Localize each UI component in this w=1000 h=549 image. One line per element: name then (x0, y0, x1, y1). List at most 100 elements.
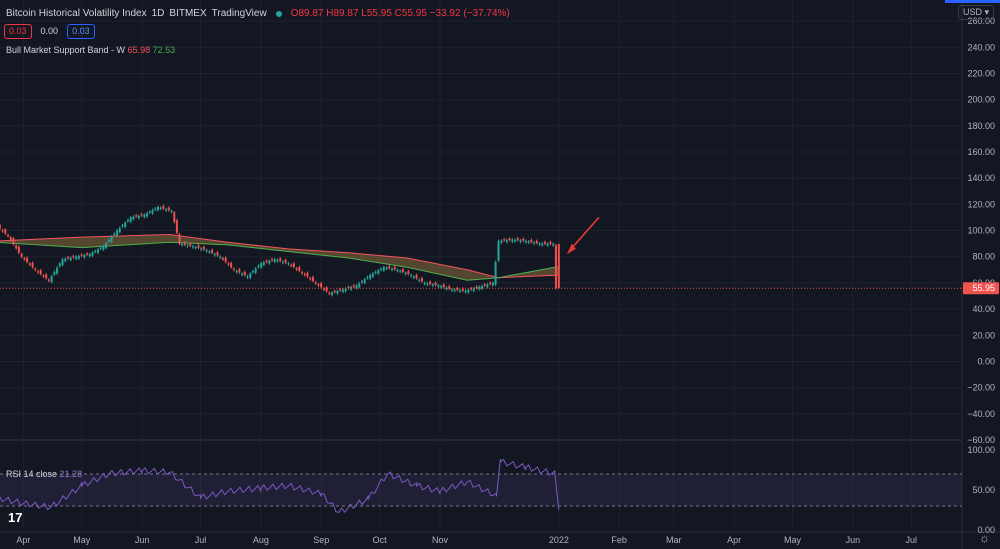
candle-body (336, 291, 339, 294)
x-tick-label: Aug (253, 535, 269, 545)
candle-body (423, 282, 426, 284)
candle-body (461, 288, 464, 291)
rsi-legend[interactable]: RSI 14 close 21.28 (6, 469, 82, 479)
value-box-buy[interactable]: 0.03 (67, 24, 95, 39)
candle-body (390, 268, 393, 270)
candle-body (467, 289, 470, 293)
candle-body (235, 271, 238, 273)
indicator-value-2: 72.53 (152, 45, 176, 55)
candle-body (1, 230, 4, 232)
bmsb-lower-line (0, 241, 559, 281)
price-axis-strip (962, 0, 1000, 549)
candle-body (508, 238, 511, 240)
candle-body (271, 259, 274, 261)
candle-body (418, 279, 421, 281)
candle-body (459, 290, 462, 292)
candle-body (47, 279, 50, 281)
candle-body (480, 286, 483, 289)
rsi-value: 21.28 (59, 469, 83, 479)
candle-body (464, 290, 467, 293)
x-tick-label: Oct (373, 535, 388, 545)
candle-body (352, 285, 355, 287)
candle-body (505, 240, 508, 243)
candle-body (265, 260, 268, 262)
candle-body (102, 246, 105, 250)
candle-body (170, 210, 173, 212)
tradingview-logo-icon[interactable]: 17 (8, 510, 23, 525)
y-tick-label: 20.00 (972, 330, 995, 340)
x-tick-label: May (73, 535, 91, 545)
interval-label[interactable]: 1D (151, 8, 165, 19)
candle-body (431, 284, 434, 286)
candle-body (290, 264, 293, 266)
candles-group (0, 204, 557, 297)
currency-button[interactable]: USD ▾ (957, 5, 994, 20)
candle-body (230, 263, 233, 268)
top-accent-bar (945, 0, 1000, 3)
candle-body (197, 245, 200, 248)
candle-body (221, 258, 224, 260)
candle-body (445, 287, 448, 289)
settings-gear-icon[interactable]: ☼ (979, 531, 990, 545)
candle-body (262, 262, 265, 265)
bmsb-band-fill (0, 234, 559, 281)
candle-body (314, 282, 317, 284)
x-tick-label: Jun (135, 535, 150, 545)
candle-body (249, 273, 252, 278)
candle-body (309, 278, 312, 280)
candle-body (137, 215, 140, 218)
candle-body (17, 246, 20, 253)
candle-body (281, 261, 284, 263)
candle-body (339, 289, 342, 291)
candle-body (219, 256, 222, 258)
candle-body (96, 249, 99, 253)
y-tick-label: 160.00 (967, 147, 995, 157)
candle-body (116, 230, 119, 236)
y-tick-label: −20.00 (967, 383, 995, 393)
symbol-title[interactable]: Bitcoin Historical Volatility Index (6, 8, 147, 19)
candle-body (541, 243, 544, 246)
candle-body (99, 247, 102, 249)
candle-body (64, 258, 67, 261)
candle-body (448, 286, 451, 289)
candle-body (333, 291, 336, 293)
candle-body (322, 288, 325, 290)
candle-body (483, 284, 486, 286)
candle-body (58, 263, 61, 267)
x-tick-label: Apr (727, 535, 741, 545)
candle-body (478, 286, 481, 290)
candle-body (132, 216, 135, 220)
annotation-arrow-head (566, 243, 576, 255)
candle-body (486, 284, 489, 287)
indicator-legend[interactable]: Bull Market Support Band - W 65.98 72.53 (6, 45, 175, 55)
candle-body (39, 270, 42, 275)
candle-body (385, 267, 388, 269)
candle-body (388, 266, 391, 269)
candle-body (404, 272, 407, 274)
candle-body (382, 267, 385, 271)
candle-body (306, 272, 309, 277)
candle-body (363, 279, 366, 283)
candle-body (287, 263, 290, 265)
candle-body (450, 289, 453, 291)
y-tick-label: 100.00 (967, 226, 995, 236)
candle-body (489, 282, 492, 284)
y-tick-label: −60.00 (967, 435, 995, 445)
candle-body (66, 257, 69, 259)
candle-body (554, 245, 557, 289)
bmsb-upper-line (0, 233, 559, 279)
rsi-tick-label: 0.00 (977, 525, 995, 535)
candle-body (276, 260, 279, 262)
candle-body (246, 276, 249, 278)
candle-body (355, 285, 358, 288)
value-box-sell[interactable]: 0.03 (4, 24, 32, 39)
candle-body (135, 215, 138, 217)
x-tick-label: Apr (16, 535, 30, 545)
candle-last-drop (557, 243, 560, 289)
candle-body (194, 247, 197, 249)
candle-body (347, 287, 350, 289)
candle-body (105, 243, 108, 248)
candle-body (251, 271, 254, 273)
candle-body (369, 275, 372, 279)
